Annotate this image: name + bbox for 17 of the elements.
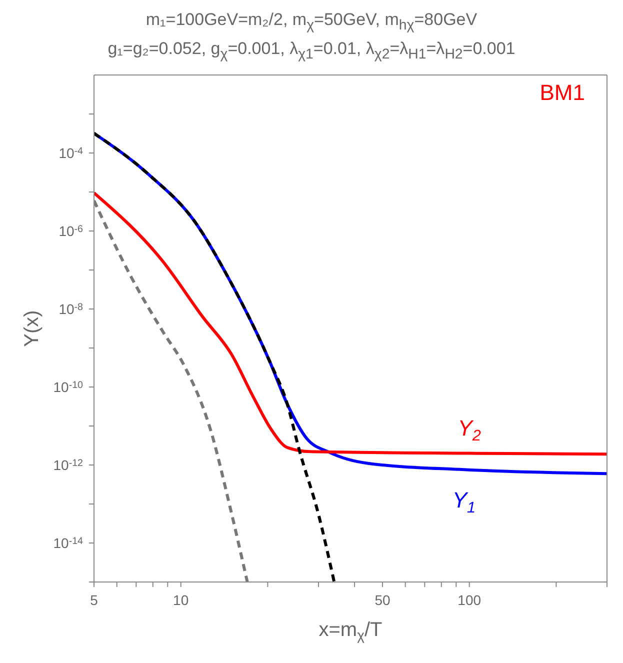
x-tick-label: 10 [173,592,189,608]
x-tick-label: 5 [90,592,98,608]
y-tick-label: 10$^{-8}$ [58,300,84,317]
series-label: Y$_{1}$ [452,487,476,516]
text: g₁=g₂=0.052, g$_{χ}$=0.001, λ$_{χ1}$=0.01, λ$_{χ2}$=λ$_{H1}$=λ$_{H2}$=0.001 [108,39,516,63]
y-tick-label: 10$^{-4}$ [58,144,84,161]
x-tick-label: 100 [458,592,482,608]
series-label: Y$_{2}$ [458,415,482,444]
x-tick-label: 50 [374,592,390,608]
y-tick-label: 10$^{-10}$ [53,378,84,395]
y-axis-title: Y(x) [21,310,43,347]
y-tick-label: 10$^{-6}$ [58,222,84,239]
x-axis-title: x=m$_{χ}$/T [318,618,382,643]
annotation: BM1 [540,80,585,106]
y-tick-label: 10$^{-12}$ [53,456,83,473]
chart-title: m₁=100GeV=m₂/2, m$_{χ}$=50GeV, m$_{hχ}$=80GeV [144,9,478,36]
y-tick-label: 10$^{-14}$ [53,534,84,551]
